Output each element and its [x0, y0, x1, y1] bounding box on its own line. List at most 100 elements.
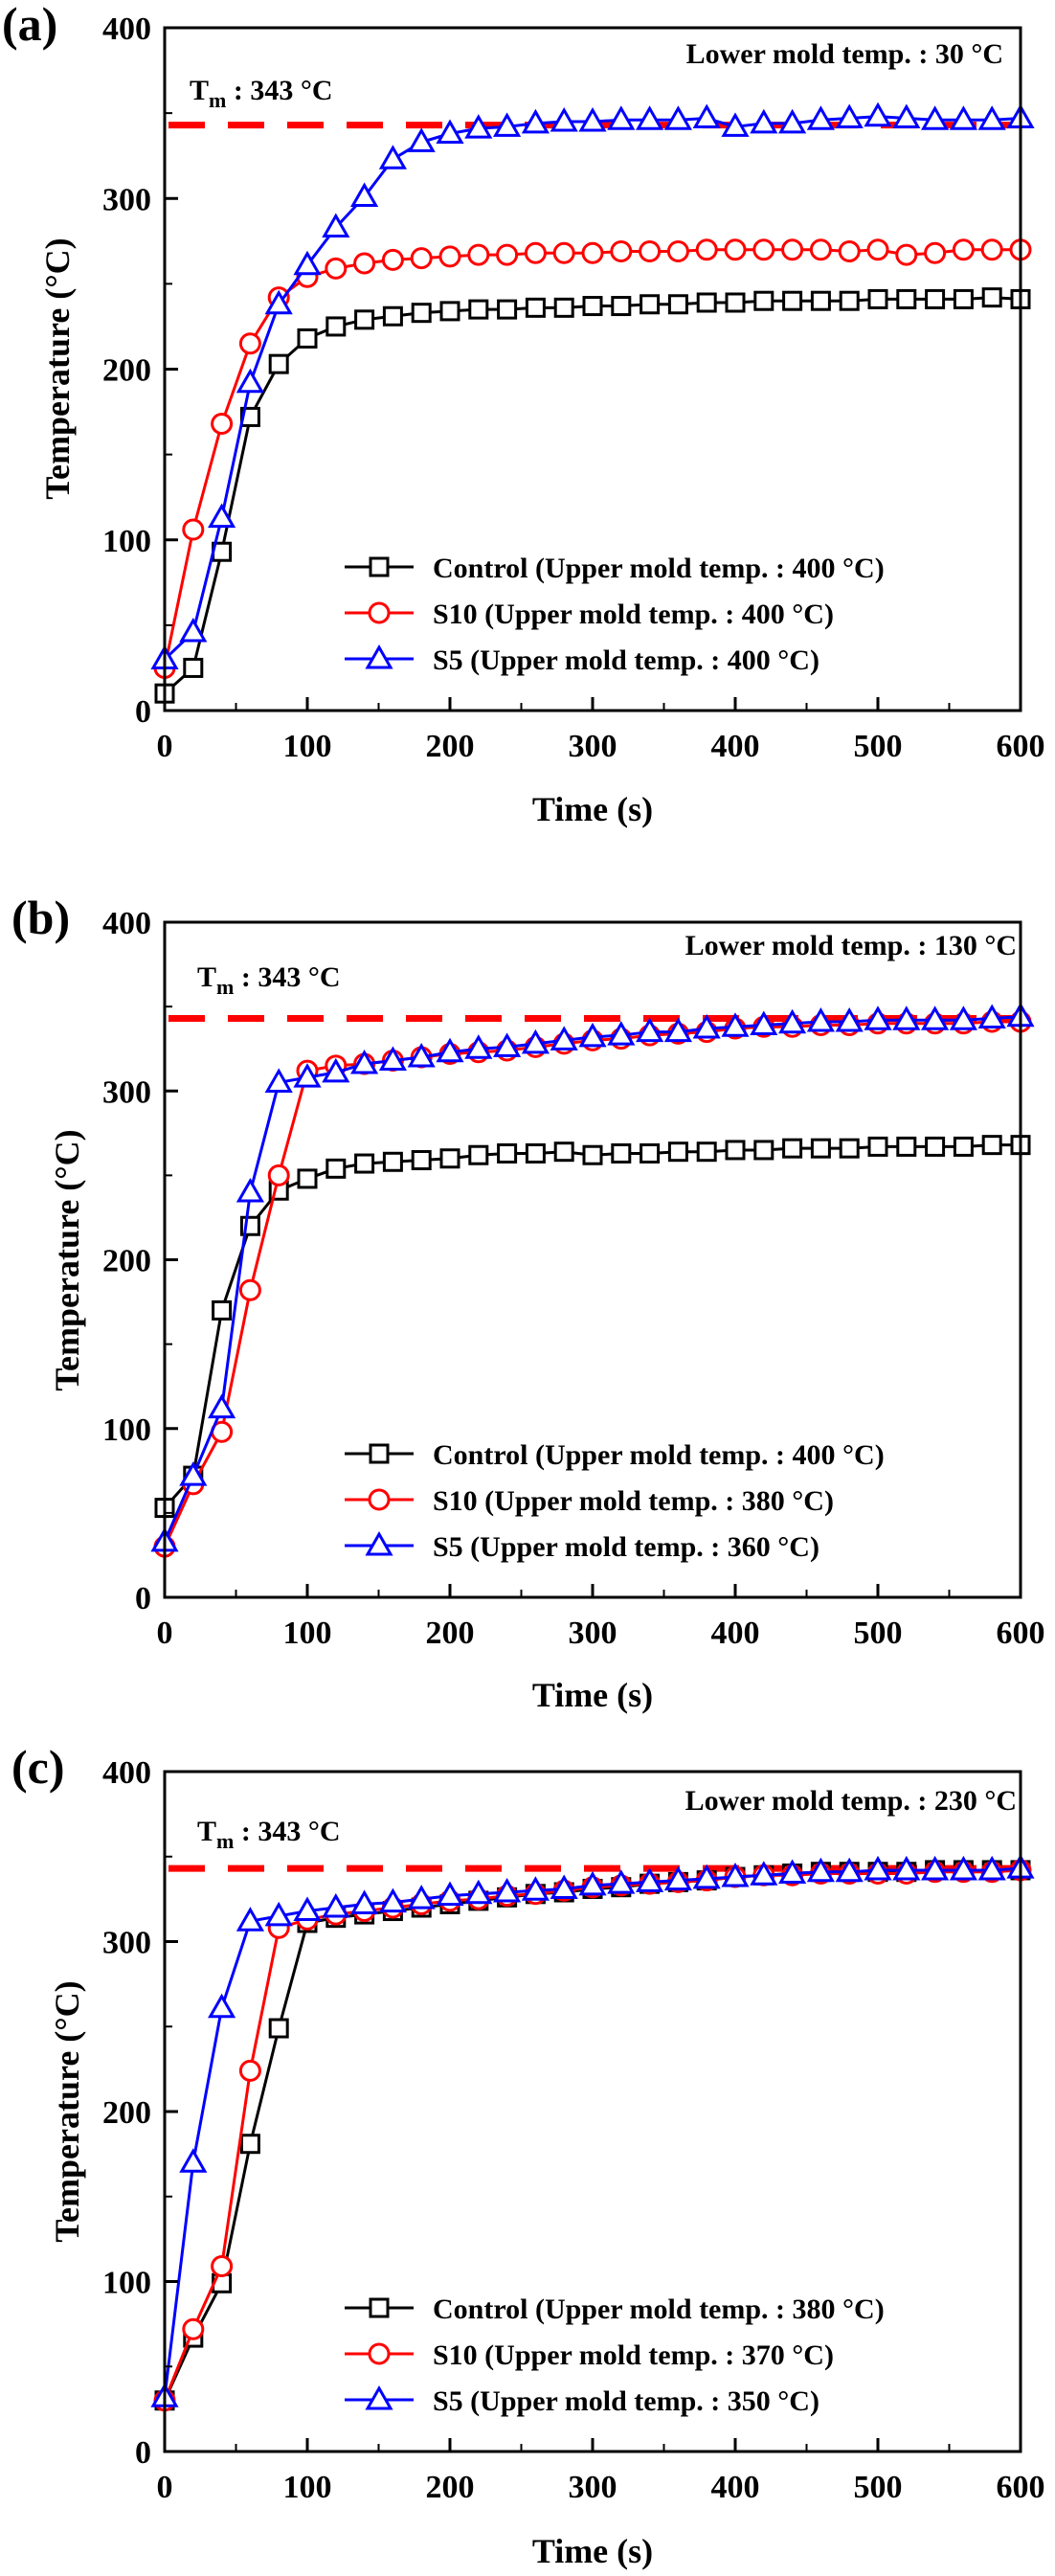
y-tick-label: 200: [102, 1244, 151, 1279]
data-point: [525, 297, 546, 318]
data-point: [268, 2018, 289, 2039]
data-point: [208, 1393, 236, 1419]
x-tick-label: 0: [157, 1616, 173, 1651]
data-point: [236, 1907, 264, 1932]
data-point: [378, 1046, 407, 1072]
tm-value: : 343 °C: [234, 1816, 340, 1847]
data-point: [753, 1140, 774, 1161]
legend: Control (Upper mold temp. : 400 °C) S10 …: [345, 1439, 885, 1563]
data-point: [810, 1138, 831, 1159]
panel-label: (b): [11, 891, 70, 944]
data-point: [378, 145, 407, 169]
data-point: [752, 238, 775, 261]
data-point: [438, 245, 461, 268]
legend-item-control: Control (Upper mold temp. : 400 °C): [345, 553, 885, 584]
data-point: [636, 105, 664, 130]
mold-temp-annotation: Lower mold temp. : 230 °C: [685, 1785, 1017, 1817]
data-point: [493, 1032, 522, 1057]
data-point: [464, 114, 493, 139]
data-point: [949, 1006, 977, 1030]
data-point: [611, 1142, 632, 1164]
data-point: [778, 1859, 807, 1884]
data-point: [949, 105, 977, 130]
data-point: [692, 1014, 721, 1039]
tm-annotation: Tm : 343 °C: [190, 75, 333, 112]
data-point: [753, 290, 774, 311]
data-point: [980, 238, 1003, 261]
legend-marker: [365, 2384, 393, 2410]
y-axis-title: Temperature (°C): [38, 237, 77, 499]
tm-value: : 343 °C: [234, 961, 340, 993]
data-point: [578, 107, 607, 132]
data-point: [208, 1993, 236, 2019]
data-point: [663, 105, 692, 130]
data-point: [325, 316, 347, 337]
y-tick-label: 300: [102, 1926, 151, 1961]
y-tick-label: 0: [135, 2435, 151, 2471]
data-point: [839, 1138, 860, 1159]
data-point: [582, 296, 603, 317]
data-point: [867, 1136, 888, 1157]
data-point: [467, 243, 490, 266]
x-tick-label: 600: [997, 1616, 1045, 1651]
legend-swatch: [345, 2297, 414, 2318]
legend-item-s10: S10 (Upper mold temp. : 380 °C): [345, 1485, 834, 1517]
y-tick-label: 400: [102, 11, 151, 47]
tm-symbol: T: [190, 75, 209, 106]
data-point: [782, 290, 803, 311]
data-point: [211, 2255, 234, 2278]
data-point: [179, 617, 208, 643]
data-point: [750, 108, 778, 134]
legend-label: Control (Upper mold temp. : 400 °C): [433, 1439, 885, 1471]
data-point: [750, 1010, 778, 1036]
data-point: [977, 1004, 1006, 1028]
data-point: [696, 292, 717, 313]
legend-label: S10 (Upper mold temp. : 400 °C): [433, 599, 834, 630]
data-point: [725, 292, 746, 313]
data-point: [410, 247, 433, 270]
panel-label: (a): [2, 0, 57, 51]
data-point: [525, 1142, 546, 1164]
data-point: [550, 1026, 578, 1051]
data-point: [667, 1141, 688, 1163]
data-point: [353, 252, 376, 275]
data-point: [896, 288, 917, 309]
data-point: [578, 1870, 607, 1896]
tm-annotation: Tm : 343 °C: [197, 1816, 341, 1853]
data-point: [782, 1138, 803, 1159]
tm-symbol: T: [197, 961, 216, 993]
data-point: [439, 301, 460, 322]
data-point: [977, 105, 1006, 130]
data-point: [636, 1017, 664, 1043]
data-point: [864, 1006, 892, 1030]
legend-marker: [365, 1530, 393, 1556]
x-tick-label: 100: [283, 729, 332, 764]
data-point: [468, 1144, 489, 1165]
data-point: [892, 103, 921, 128]
legend-item-s10: S10 (Upper mold temp. : 400 °C): [345, 599, 834, 630]
data-point: [183, 657, 204, 678]
x-tick-label: 200: [426, 2470, 475, 2505]
tm-value: : 343 °C: [226, 75, 332, 106]
data-point: [864, 1855, 892, 1881]
data-point: [436, 1037, 464, 1063]
x-axis-title: Time (s): [532, 790, 653, 828]
mold-temp-annotation: Lower mold temp. : 30 °C: [686, 38, 1003, 70]
legend-marker: [369, 556, 390, 577]
legend-label: S5 (Upper mold temp. : 350 °C): [433, 2385, 819, 2417]
data-point: [497, 1142, 518, 1164]
x-tick-label: 100: [283, 2470, 332, 2505]
legend-marker: [368, 601, 391, 624]
x-tick-label: 300: [569, 2470, 617, 2505]
tm-annotation: Tm : 343 °C: [197, 961, 341, 999]
data-point: [464, 1034, 493, 1059]
data-point: [322, 1057, 350, 1083]
data-point: [778, 108, 807, 134]
data-point: [264, 1901, 293, 1927]
y-tick-label: 100: [102, 2266, 151, 2301]
legend-marker: [368, 2342, 391, 2365]
data-point: [464, 1879, 493, 1905]
data-point: [208, 503, 236, 529]
data-point: [297, 1168, 318, 1189]
